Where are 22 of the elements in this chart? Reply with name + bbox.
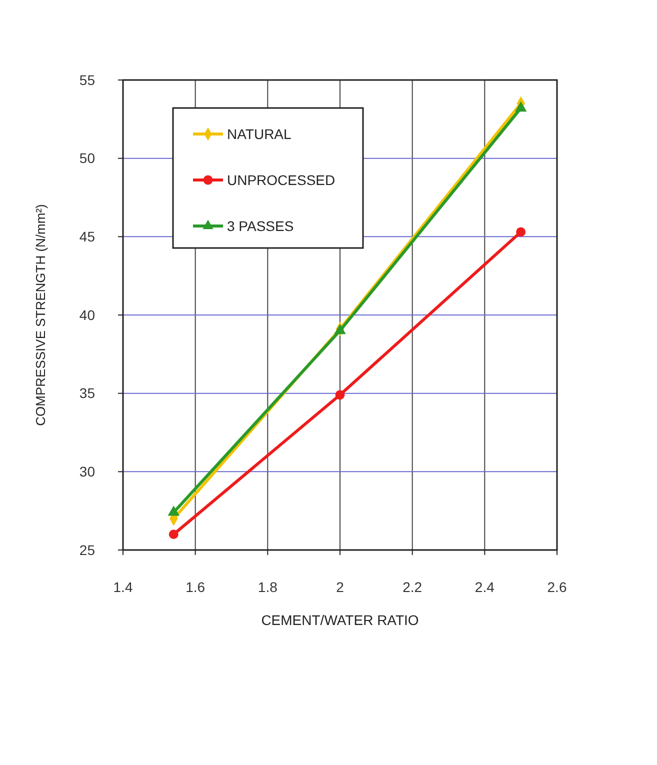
- x-tick-label: 2: [336, 579, 344, 595]
- legend-label: 3 PASSES: [227, 218, 294, 234]
- legend-label: UNPROCESSED: [227, 172, 336, 188]
- y-tick-label: 50: [79, 150, 96, 166]
- x-axis-title: CEMENT/WATER RATIO: [261, 612, 419, 628]
- point: [168, 530, 178, 540]
- y-tick-label: 45: [79, 228, 96, 245]
- x-tick-label: 2.2: [402, 579, 422, 595]
- y-tick-label: 30: [79, 464, 96, 480]
- x-tick-label: 1.6: [186, 579, 206, 595]
- y-tick-label: 55: [79, 72, 96, 88]
- y-tick-label: 40: [79, 306, 96, 323]
- y-tick-label: 35: [79, 385, 96, 402]
- y-axis-title: COMPRESSIVE STRENGTH (N/mm²): [33, 204, 48, 426]
- point: [335, 390, 345, 400]
- point: [516, 227, 526, 237]
- x-tick-label: 2.4: [474, 579, 495, 595]
- y-tick-label: 25: [79, 542, 96, 558]
- x-tick-label: 1.4: [113, 579, 133, 595]
- legend-label: NATURAL: [227, 126, 292, 142]
- x-tick-label: 1.8: [258, 579, 278, 595]
- x-tick-label: 2.6: [547, 579, 567, 595]
